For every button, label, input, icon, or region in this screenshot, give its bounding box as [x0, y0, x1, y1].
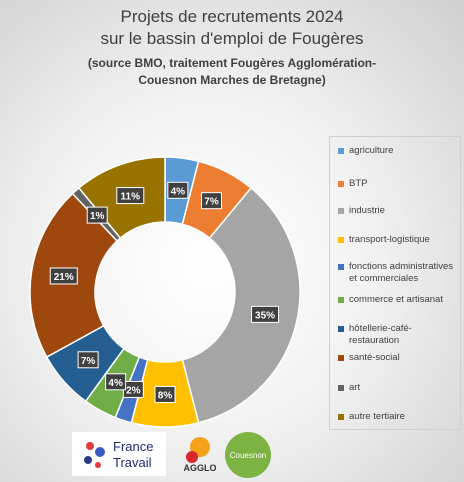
data-label: 8% [158, 391, 173, 402]
logo-box [72, 432, 166, 476]
data-label: 4% [171, 186, 186, 197]
legend-label: industrie [349, 205, 385, 216]
legend-swatch [338, 237, 344, 243]
logo-dot [84, 456, 92, 464]
data-label: 11% [121, 192, 141, 203]
legend-swatch [338, 414, 344, 420]
logo-dot [86, 442, 94, 450]
logo-dot [95, 462, 101, 468]
data-label: 21% [54, 272, 74, 283]
legend-label: hôtellerie-café-restauration [349, 323, 412, 346]
data-label-box [105, 373, 127, 391]
data-label: 7% [204, 197, 219, 208]
legend-swatch [338, 181, 344, 187]
legend-label: fonctions administratives et commerciale… [349, 261, 454, 284]
legend-item: fonctions administratives et commerciale… [338, 261, 458, 285]
donut: 4%7%35%8%2%4%7%21%1%11% [29, 156, 301, 428]
chart-subtitle: (source BMO, traitement Fougères Agglomé… [88, 56, 376, 70]
logo-text: Travail [113, 455, 152, 470]
legend-label: agriculture [349, 145, 394, 156]
logo-text: France [113, 439, 153, 454]
data-label-box [116, 187, 145, 205]
legend-label: commerce et artisanat [349, 294, 443, 305]
legend-label: BTP [349, 178, 368, 189]
data-label-box [49, 267, 78, 285]
data-label-box [201, 192, 223, 210]
legend-swatch [338, 385, 344, 391]
legend-item: agriculture [338, 145, 458, 157]
legend-swatch [338, 148, 344, 154]
data-label: 2% [126, 385, 141, 396]
data-label-box [77, 351, 99, 369]
logo-dot [95, 447, 105, 457]
legend-item: santé-social [338, 352, 458, 364]
data-label-box [86, 206, 108, 224]
legend-item: BTP [338, 178, 458, 190]
logo-shape [225, 432, 271, 478]
data-label: 35% [255, 310, 275, 321]
legend-swatch [338, 297, 344, 303]
data-label: 1% [90, 211, 105, 222]
logo-text: Couesnon [230, 451, 266, 460]
legend-item: transport-logistique [338, 234, 458, 246]
donut-slice [181, 186, 301, 424]
legend: agriculture BTP industrie transport-logisti… [329, 136, 461, 430]
data-label-box [251, 305, 280, 323]
legend-swatch [338, 264, 344, 270]
legend-label: santé-social [349, 352, 400, 363]
data-label-box [154, 386, 176, 403]
legend-item: hôtellerie-café-restauration [338, 323, 458, 347]
logo-text: AGGLO [184, 463, 217, 473]
legend-item: autre tertiaire [338, 411, 458, 423]
data-label-box [167, 181, 189, 199]
legend-label: art [349, 382, 361, 393]
legend-item: industrie [338, 205, 458, 217]
legend-swatch [338, 208, 344, 214]
legend-item: commerce et artisanat [338, 294, 458, 306]
legend-swatch [338, 326, 344, 332]
legend-label: autre tertiaire [349, 411, 405, 422]
chart-title: Projets de recrutements 2024 [120, 7, 343, 26]
logo-shape [186, 451, 198, 463]
data-label: 4% [108, 378, 123, 389]
legend-item: art [338, 382, 458, 394]
chart-title: sur le bassin d'emploi de Fougères [100, 29, 363, 48]
data-label: 7% [81, 356, 96, 367]
legend-label: transport-logistique [349, 234, 430, 245]
chart-subtitle: Couesnon Marches de Bretagne) [138, 73, 325, 87]
legend-swatch [338, 355, 344, 361]
